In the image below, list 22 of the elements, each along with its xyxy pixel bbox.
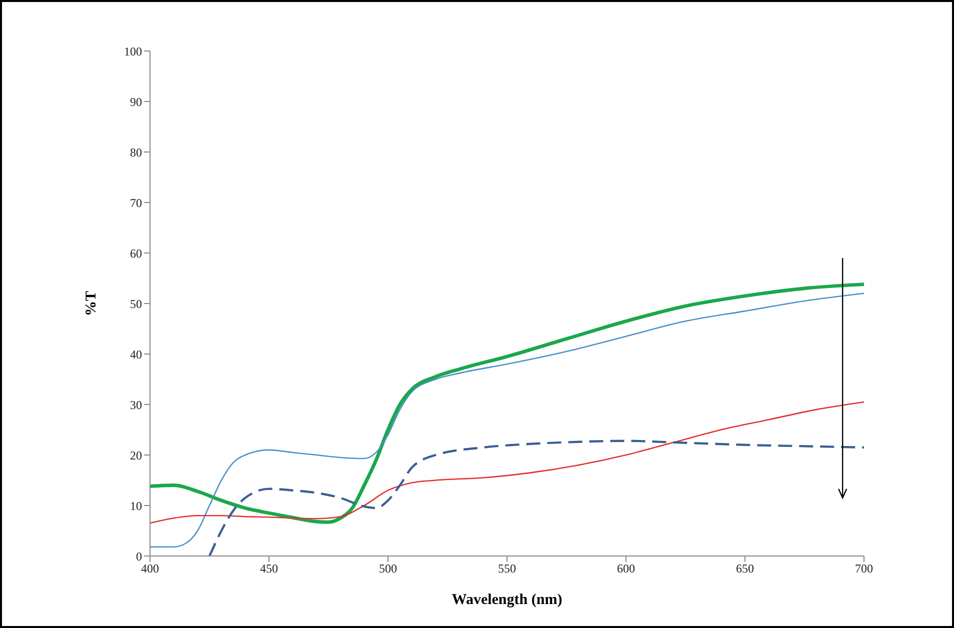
y-tick-label: 50 bbox=[130, 296, 142, 311]
x-tick-label: 550 bbox=[498, 562, 516, 576]
line-series bbox=[208, 440, 864, 556]
y-tick-label: 70 bbox=[130, 196, 142, 210]
y-tick-label: 0 bbox=[136, 549, 142, 564]
x-tick-label: 500 bbox=[379, 562, 397, 576]
y-tick-label: 60 bbox=[130, 246, 142, 260]
x-tick-label: 700 bbox=[855, 562, 873, 576]
line-series bbox=[150, 401, 864, 524]
x-tick-label: 600 bbox=[617, 562, 635, 576]
y-tick-label: 30 bbox=[130, 398, 142, 412]
x-tick-label: 650 bbox=[736, 562, 754, 576]
y-axis-title: %T bbox=[83, 290, 100, 316]
x-tick-label: 400 bbox=[141, 562, 159, 576]
y-tick-label: 40 bbox=[130, 347, 142, 362]
y-tick-label: 90 bbox=[130, 94, 142, 109]
y-tick-label: 10 bbox=[130, 498, 142, 513]
y-tick-label: 80 bbox=[130, 145, 142, 160]
x-tick-label: 450 bbox=[260, 562, 278, 576]
x-axis-title: Wavelength (nm) bbox=[452, 592, 562, 608]
y-tick-label: 20 bbox=[130, 448, 142, 462]
y-tick-label: 100 bbox=[124, 44, 142, 58]
